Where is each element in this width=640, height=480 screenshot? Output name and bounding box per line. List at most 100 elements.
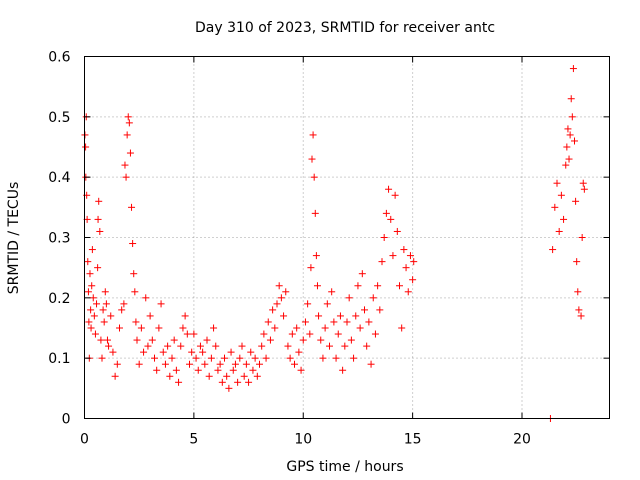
data-point	[566, 131, 574, 139]
data-point	[280, 312, 288, 320]
data-point	[103, 336, 111, 344]
data-point	[85, 318, 93, 326]
data-point	[207, 354, 215, 362]
data-point	[86, 270, 94, 278]
data-point	[238, 342, 246, 350]
data-point	[343, 318, 351, 326]
data-point	[192, 354, 200, 362]
data-point	[299, 336, 307, 344]
data-point	[557, 191, 565, 199]
data-point	[96, 227, 104, 235]
data-point	[118, 306, 126, 314]
data-point	[87, 306, 95, 314]
data-point	[125, 119, 133, 127]
data-point	[365, 318, 373, 326]
data-point	[247, 348, 255, 356]
data-point	[572, 197, 580, 205]
data-point	[308, 155, 316, 163]
data-point	[330, 318, 338, 326]
data-point	[301, 318, 309, 326]
x-tick-label: 10	[294, 432, 312, 448]
data-point	[400, 246, 408, 254]
x-tick-label: 0	[80, 432, 89, 448]
data-point	[90, 312, 98, 320]
y-tick-label: 0.1	[48, 351, 70, 367]
data-point	[564, 125, 572, 133]
data-point	[341, 342, 349, 350]
data-point	[205, 372, 213, 380]
data-point	[573, 258, 581, 266]
data-point	[183, 330, 191, 338]
data-point	[102, 300, 110, 308]
data-point	[107, 312, 115, 320]
data-point	[579, 179, 587, 187]
data-point	[225, 384, 233, 392]
y-tick-label: 0.5	[48, 110, 70, 126]
data-point	[307, 264, 315, 272]
data-point	[181, 312, 189, 320]
data-point	[380, 234, 388, 241]
data-point	[293, 324, 301, 332]
data-point	[88, 282, 96, 290]
data-point	[253, 372, 261, 380]
data-point	[126, 149, 134, 157]
data-point	[262, 354, 270, 362]
data-point	[332, 354, 340, 362]
data-point	[240, 372, 248, 380]
data-point	[264, 318, 272, 326]
data-point	[549, 246, 557, 254]
data-point	[245, 378, 253, 386]
data-point	[172, 366, 180, 374]
data-point	[153, 366, 161, 374]
data-point	[361, 306, 368, 314]
data-point	[199, 348, 207, 356]
data-point	[201, 360, 209, 368]
data-point	[575, 306, 583, 314]
data-point	[129, 240, 137, 248]
data-point	[231, 360, 239, 368]
data-point	[378, 258, 386, 266]
data-point	[137, 324, 145, 332]
data-point	[358, 270, 366, 278]
data-point	[402, 264, 410, 272]
data-point	[214, 366, 222, 374]
data-point	[288, 330, 296, 338]
data-point	[273, 300, 281, 308]
data-point	[317, 336, 325, 344]
data-point	[396, 282, 403, 290]
data-point	[319, 354, 327, 362]
data-point	[124, 113, 132, 121]
data-point	[140, 348, 148, 356]
data-point	[568, 113, 576, 121]
data-point	[310, 173, 318, 181]
data-point	[122, 173, 130, 181]
data-point	[269, 306, 277, 314]
data-point	[94, 264, 102, 272]
scatter-marks	[81, 65, 588, 422]
data-point	[94, 215, 102, 223]
data-point	[218, 378, 226, 386]
data-point	[216, 360, 224, 368]
data-point	[304, 300, 312, 308]
data-point	[120, 300, 128, 308]
data-point	[569, 65, 577, 73]
data-point	[404, 288, 412, 296]
data-point	[130, 270, 138, 278]
data-point	[89, 294, 97, 302]
data-point	[101, 288, 109, 296]
data-point	[406, 252, 414, 260]
data-point	[95, 197, 103, 205]
data-point	[577, 312, 585, 320]
data-point	[256, 360, 263, 368]
data-point	[164, 342, 172, 350]
data-point	[350, 354, 358, 362]
data-point	[99, 306, 107, 314]
data-point	[223, 372, 231, 380]
data-point	[291, 360, 298, 368]
data-point	[155, 324, 163, 332]
data-point	[212, 342, 220, 350]
axis-ticks	[84, 56, 610, 419]
data-point	[116, 324, 123, 332]
data-point	[389, 252, 397, 260]
y-tick-label: 0.4	[48, 170, 70, 186]
